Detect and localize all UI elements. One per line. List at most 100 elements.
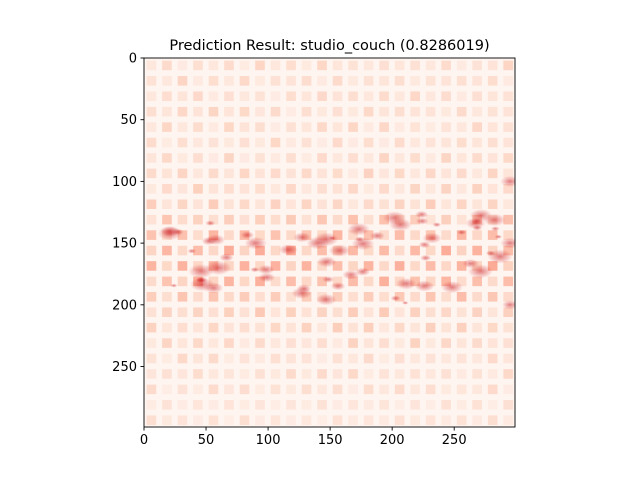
heatmap-cell: [177, 369, 188, 379]
heatmap-cell: [441, 338, 451, 348]
heatmap-cell: [332, 214, 343, 225]
heatmap-cell: [255, 415, 265, 425]
heatmap-cell: [332, 168, 343, 179]
heatmap-cell: [487, 322, 498, 333]
heatmap-cell: [208, 276, 219, 287]
heatmap-hotspot: [328, 236, 336, 241]
heatmap-cell: [472, 292, 482, 302]
heatmap-hotspot: [171, 228, 184, 236]
heatmap-cell: [379, 400, 389, 410]
heatmap-cell: [301, 338, 312, 348]
heatmap-cell: [425, 153, 436, 163]
heatmap-cell: [348, 353, 358, 364]
heatmap-cell: [224, 322, 234, 333]
heatmap-cell: [456, 415, 467, 425]
heatmap-cell: [286, 214, 296, 225]
heatmap-cell: [162, 106, 172, 117]
heatmap-cell: [239, 60, 250, 71]
heatmap-cell: [410, 91, 420, 102]
heatmap-cell: [363, 199, 374, 210]
heatmap-cell: [208, 199, 219, 210]
heatmap-cell: [410, 153, 420, 163]
heatmap-cell: [239, 122, 250, 132]
heatmap-cell: [193, 384, 203, 395]
heatmap-cell: [425, 369, 436, 379]
x-tick-label: 100: [256, 433, 281, 448]
heatmap-hotspot: [244, 236, 267, 250]
heatmap-cell: [332, 106, 343, 117]
heatmap-cell: [379, 106, 389, 117]
heatmap-cell: [503, 153, 513, 163]
heatmap-cell: [317, 214, 327, 225]
heatmap-cell: [425, 137, 436, 148]
heatmap-cell: [456, 384, 467, 395]
heatmap-cell: [239, 137, 250, 148]
heatmap-cell: [162, 384, 172, 395]
heatmap-cell: [456, 137, 467, 148]
heatmap-cell: [193, 230, 203, 240]
heatmap-cell: [286, 415, 296, 425]
heatmap-cell: [348, 60, 358, 71]
heatmap-cells: [146, 60, 513, 425]
heatmap-cell: [146, 60, 157, 71]
heatmap-cell: [332, 322, 343, 333]
heatmap-cell: [270, 76, 281, 86]
heatmap-hotspot: [170, 283, 178, 288]
heatmap-cell: [348, 292, 358, 302]
heatmap-cell: [146, 91, 157, 102]
chart-title: Prediction Result: studio_couch (0.82860…: [169, 38, 489, 54]
heatmap-cell: [239, 261, 250, 271]
heatmap-cell: [332, 369, 343, 379]
heatmap-cell: [208, 307, 219, 318]
heatmap-cell: [239, 384, 250, 395]
heatmap-cell: [317, 168, 327, 179]
x-tick-label: 50: [198, 433, 215, 448]
heatmap-cell: [503, 338, 513, 348]
heatmap-cell: [224, 230, 234, 240]
heatmap-cell: [410, 199, 420, 210]
heatmap-cell: [394, 137, 405, 148]
heatmap-cell: [348, 307, 358, 318]
heatmap-cell: [456, 230, 467, 240]
heatmap-cell: [301, 76, 312, 86]
heatmap-cell: [301, 384, 312, 395]
heatmap-cell: [208, 184, 219, 194]
heatmap-cell: [487, 137, 498, 148]
heatmap-hotspot: [187, 248, 197, 254]
heatmap-cell: [208, 153, 219, 163]
heatmap-cell: [177, 338, 188, 348]
heatmap-cell: [239, 199, 250, 210]
heatmap-cell: [255, 153, 265, 163]
heatmap-cell: [255, 322, 265, 333]
heatmap-hotspot: [342, 270, 360, 280]
heatmap-cell: [146, 230, 157, 240]
heatmap-cell: [286, 122, 296, 132]
heatmap-cell: [410, 60, 420, 71]
heatmap-cell: [239, 153, 250, 163]
heatmap-cell: [425, 338, 436, 348]
heatmap-cell: [363, 338, 374, 348]
heatmap-hotspot: [415, 210, 429, 219]
heatmap-cell: [425, 168, 436, 179]
heatmap-cell: [193, 353, 203, 364]
heatmap-cell: [348, 137, 358, 148]
y-axis: 0 50 100 150 200 250: [112, 52, 144, 375]
heatmap-cell: [348, 245, 358, 256]
heatmap-cell: [456, 214, 467, 225]
heatmap-cell: [425, 106, 436, 117]
heatmap-cell: [286, 168, 296, 179]
heatmap-cell: [193, 338, 203, 348]
heatmap-cell: [239, 369, 250, 379]
heatmap-cell: [255, 276, 265, 287]
heatmap-cell: [425, 353, 436, 364]
heatmap-cell: [255, 199, 265, 210]
heatmap-cell: [177, 322, 188, 333]
heatmap-cell: [487, 384, 498, 395]
heatmap-cell: [177, 353, 188, 364]
heatmap-cell: [270, 230, 281, 240]
heatmap-cell: [208, 91, 219, 102]
heatmap-cell: [441, 106, 451, 117]
heatmap-cell: [239, 338, 250, 348]
heatmap-cell: [224, 338, 234, 348]
heatmap-cell: [441, 276, 451, 287]
